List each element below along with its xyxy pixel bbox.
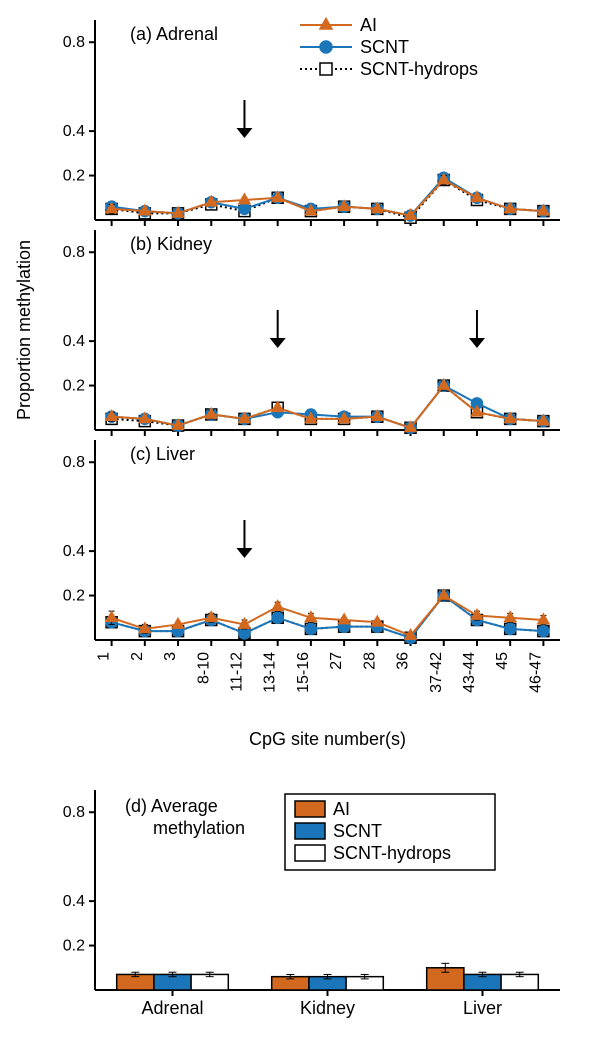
xtick-label: 27	[328, 652, 345, 670]
xtick-label: 2	[129, 652, 146, 661]
panel-d: 0.2 0.4 0.8 Adrenal Kidney Liver (d) Averageme…	[63, 790, 560, 1018]
group-label: Adrenal	[141, 998, 203, 1018]
figure-root: Proportion methylation 0.2 0.4 0.8 (a) Adren…	[0, 0, 600, 1064]
xtick-label: 3	[162, 652, 179, 661]
legend-d-label-SCNT: SCNT	[333, 821, 382, 841]
group-label: Kidney	[300, 998, 355, 1018]
xtick-label: 45	[494, 652, 511, 670]
xtick-label: 11-12	[228, 652, 245, 692]
ytick-label: 0.8	[63, 244, 85, 261]
ytick-label: 0.4	[63, 123, 85, 140]
legend-d-label-AI: AI	[333, 799, 350, 819]
xtick-label: 8-10	[195, 652, 212, 684]
ytick-label: 0.8	[63, 804, 85, 821]
xtick-label: 28	[361, 652, 378, 670]
ytick-label: 0.4	[63, 543, 85, 560]
x-axis-title: CpG site number(s)	[249, 729, 406, 749]
legend-label-AI: AI	[360, 15, 377, 35]
panel-label-c: (c) Liver	[130, 444, 195, 464]
ytick-label: 0.8	[63, 454, 85, 471]
panel-c: 0.2 0.4 0.8 (c) Liver	[63, 440, 560, 646]
ytick-label: 0.8	[63, 34, 85, 51]
panel-b: 0.2 0.4 0.8 (b) Kidney	[63, 230, 560, 436]
xtick-label: 43-44	[461, 652, 478, 693]
panel-label-d-2: methylation	[153, 818, 245, 838]
ytick-label: 0.2	[63, 938, 85, 955]
figure-svg: Proportion methylation 0.2 0.4 0.8 (a) Adren…	[0, 0, 600, 1064]
panel-label-a: (a) Adrenal	[130, 24, 218, 44]
xtick-label: 37-42	[428, 652, 445, 693]
panel-a: 0.2 0.4 0.8 (a) Adrenal	[63, 20, 560, 226]
legend-label-SCNT: SCNT	[360, 37, 409, 57]
xtick-label: 36	[395, 652, 412, 670]
panel-label-b: (b) Kidney	[130, 234, 212, 254]
panel-label-d-1: (d) Average	[125, 796, 218, 816]
legend-top: AISCNTSCNT-hydrops	[300, 15, 478, 79]
xtick-label: 15-16	[295, 652, 312, 693]
ytick-label: 0.4	[63, 893, 85, 910]
xtick-label: 13-14	[262, 652, 279, 693]
group-label: Liver	[463, 998, 502, 1018]
ytick-label: 0.2	[63, 378, 85, 395]
y-axis-title: Proportion methylation	[14, 240, 34, 420]
ytick-label: 0.2	[63, 588, 85, 605]
legend-d-label-SCNT_hydrops: SCNT-hydrops	[333, 843, 451, 863]
legend-label-SCNT_hydrops: SCNT-hydrops	[360, 59, 478, 79]
ytick-label: 0.2	[63, 168, 85, 185]
xtick-label: 1	[96, 652, 113, 661]
ytick-label: 0.4	[63, 333, 85, 350]
xtick-label: 46-47	[527, 652, 544, 693]
